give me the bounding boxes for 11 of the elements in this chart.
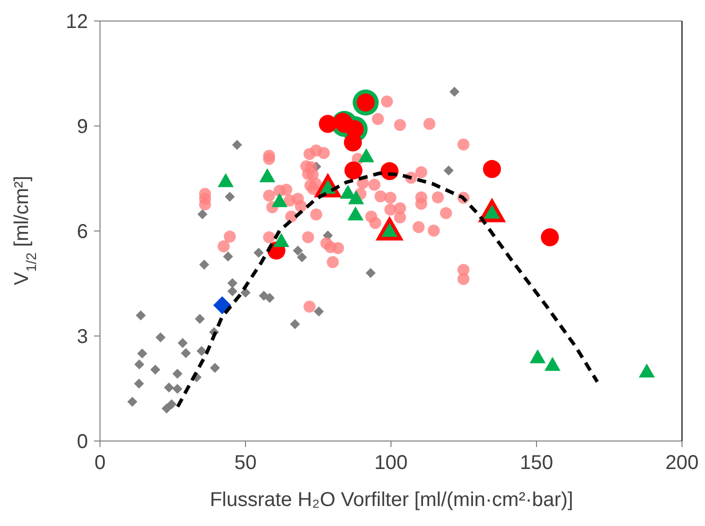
x-tick-label: 100	[374, 452, 408, 474]
y-tick-label: 3	[76, 326, 88, 348]
y-tick-label: 6	[76, 221, 88, 244]
y-tick-label: 0	[76, 431, 88, 454]
y-tick-label: 9	[76, 116, 88, 138]
x-axis-title: Flussrate H₂O Vorfilter [ml/(min·cm²·bar)]	[210, 489, 574, 511]
x-tick-label: 0	[94, 452, 106, 474]
y-tick-label: 12	[66, 11, 88, 34]
x-tick-label: 200	[665, 452, 699, 474]
x-tick-label: 50	[234, 452, 257, 474]
x-tick-label: 150	[520, 452, 554, 474]
